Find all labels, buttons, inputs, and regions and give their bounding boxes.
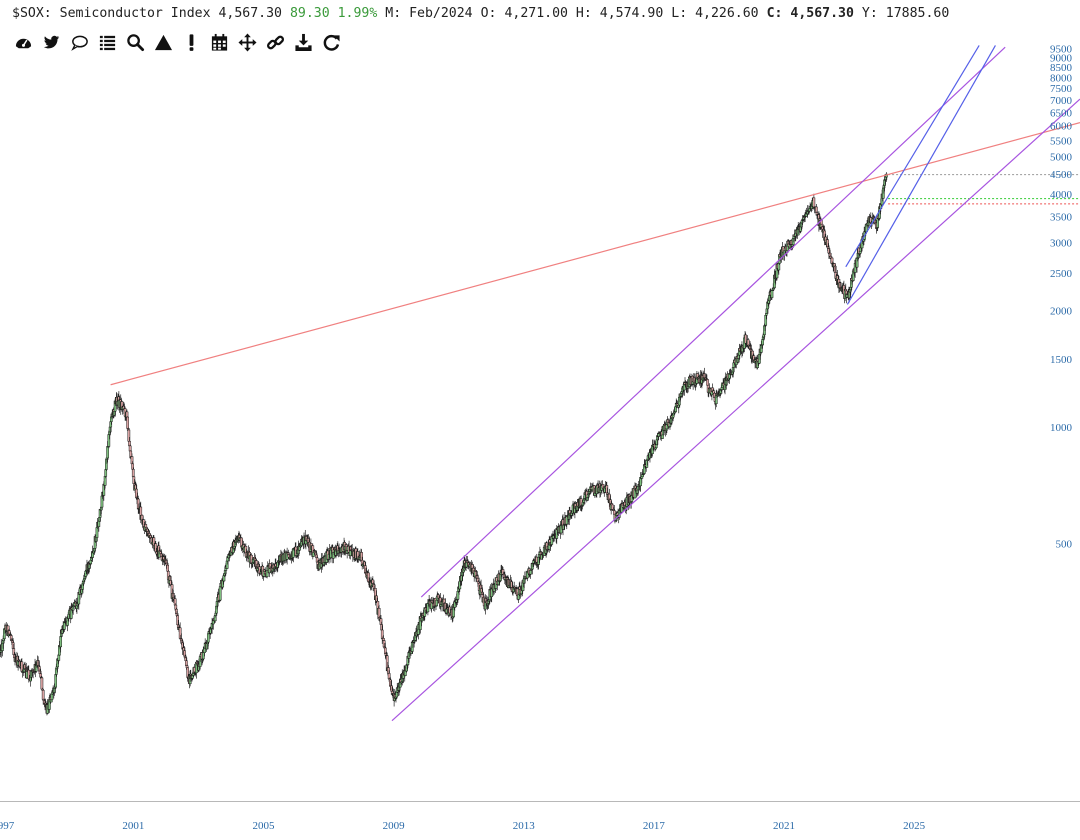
- channel-upper-line: [420, 46, 1006, 598]
- candle-body: [41, 690, 45, 700]
- y-tick-label: 1500: [1050, 354, 1073, 366]
- x-tick-label: 2005: [252, 820, 275, 832]
- candles: [0, 172, 888, 716]
- candle-body: [206, 633, 210, 643]
- chart-toolbar: [12, 31, 343, 53]
- last-price: 4,567.30: [218, 6, 282, 21]
- low-value: 4,226.60: [695, 6, 759, 21]
- x-tick-label: 1997: [0, 820, 15, 832]
- y-tick-label: 8500: [1050, 62, 1073, 74]
- dashboard-icon[interactable]: [12, 31, 35, 53]
- steep-channel-right-line: [846, 45, 996, 305]
- price-chart[interactable]: 500 1000 1500 2000 2500 3000 3500 4000 4500 5000 5…: [0, 0, 1080, 801]
- x-tick-label: 2017: [643, 820, 666, 832]
- y-tick-label: 9500: [1050, 43, 1073, 55]
- trend-lines[interactable]: [110, 45, 1080, 722]
- open-label: O:: [480, 6, 497, 21]
- candle-body: [128, 445, 132, 452]
- candle-body: [106, 446, 109, 459]
- candle-body: [858, 250, 862, 254]
- candle-body: [582, 499, 585, 503]
- candle-body: [57, 654, 61, 661]
- high-value: 4,574.90: [599, 6, 664, 21]
- candle-body: [765, 313, 768, 316]
- candle-body: [218, 586, 222, 601]
- y-tick-label: 6000: [1050, 121, 1073, 133]
- open-value: 4,271.00: [504, 6, 568, 21]
- y-label: Y:: [861, 6, 878, 21]
- candle-body: [435, 599, 438, 606]
- y-tick-label: 5000: [1050, 151, 1073, 163]
- y-tick-label: 3500: [1050, 211, 1073, 223]
- search-icon[interactable]: [124, 31, 147, 53]
- y-tick-label: 7000: [1050, 95, 1073, 107]
- candle-body: [125, 411, 129, 418]
- candle-body: [131, 469, 135, 478]
- y-tick-label: 7500: [1050, 83, 1073, 95]
- candle-body: [611, 504, 614, 510]
- twitter-icon[interactable]: [40, 31, 63, 53]
- x-tick-label: 2025: [903, 820, 926, 832]
- y-tick-label: 1000: [1050, 422, 1073, 434]
- x-axis: 1997 2001 2005 2009 2013 2017 2021 2025: [0, 801, 1080, 832]
- instrument-name: Semiconductor Index: [59, 6, 211, 21]
- comment-icon[interactable]: [68, 31, 91, 53]
- x-tick-label: 2009: [383, 820, 406, 832]
- candle-body: [97, 521, 101, 527]
- x-tick-label: 2021: [773, 820, 795, 832]
- high-label: H:: [575, 6, 592, 21]
- y-tick-label: 5500: [1050, 135, 1073, 147]
- y-tick-label: 3000: [1050, 237, 1073, 249]
- y-tick-label: 8000: [1050, 72, 1073, 84]
- candle-body: [95, 527, 99, 538]
- candle-body: [211, 620, 215, 625]
- y-tick-label: 4500: [1050, 169, 1073, 181]
- candle-body: [166, 564, 169, 572]
- list-icon[interactable]: [96, 31, 119, 53]
- candle-body: [40, 677, 44, 690]
- close-value: 4,567.30: [790, 6, 854, 21]
- download-icon[interactable]: [292, 31, 315, 53]
- candle-body: [761, 339, 764, 346]
- x-tick-label: 2013: [513, 820, 536, 832]
- candle-body: [59, 636, 63, 648]
- x-tick-label: 2001: [122, 820, 144, 832]
- exclamation-icon[interactable]: [180, 31, 203, 53]
- link-icon[interactable]: [264, 31, 287, 53]
- warning-triangle-icon[interactable]: [152, 31, 175, 53]
- resistance-line: [110, 122, 1080, 386]
- candle-body: [661, 434, 664, 439]
- period-value: Feb/2024: [409, 6, 473, 21]
- y-tick-label: 2500: [1050, 268, 1073, 280]
- move-arrows-icon[interactable]: [236, 31, 259, 53]
- symbol: $SOX:: [12, 6, 52, 21]
- candle-body: [640, 476, 644, 479]
- y-value: 17885.60: [885, 6, 950, 21]
- refresh-icon[interactable]: [320, 31, 343, 53]
- candle-body: [812, 197, 816, 208]
- y-tick-label: 6500: [1050, 107, 1073, 119]
- calendar-icon[interactable]: [208, 31, 231, 53]
- close-label: C:: [766, 6, 783, 21]
- candle-body: [50, 693, 54, 700]
- steep-channel-left-line: [845, 45, 980, 268]
- quote-header: $SOX: Semiconductor Index 4,567.30 89.30…: [12, 6, 949, 21]
- candle-body: [312, 552, 315, 557]
- y-tick-label: 9000: [1050, 53, 1073, 65]
- y-tick-label: 4000: [1050, 189, 1073, 201]
- y-axis: 500 1000 1500 2000 2500 3000 3500 4000 4500 5000 5…: [1050, 43, 1073, 550]
- period-label: M:: [385, 6, 402, 21]
- channel-lower-line: [391, 98, 1080, 722]
- low-label: L:: [671, 6, 688, 21]
- change-value: 89.30: [289, 6, 330, 21]
- y-tick-label: 2000: [1050, 305, 1073, 317]
- candle-body: [126, 416, 129, 429]
- change-percent: 1.99%: [337, 6, 378, 21]
- candle-body: [770, 289, 774, 298]
- candle-body: [706, 379, 709, 386]
- candle-body: [144, 524, 148, 528]
- y-tick-label: 500: [1056, 539, 1073, 551]
